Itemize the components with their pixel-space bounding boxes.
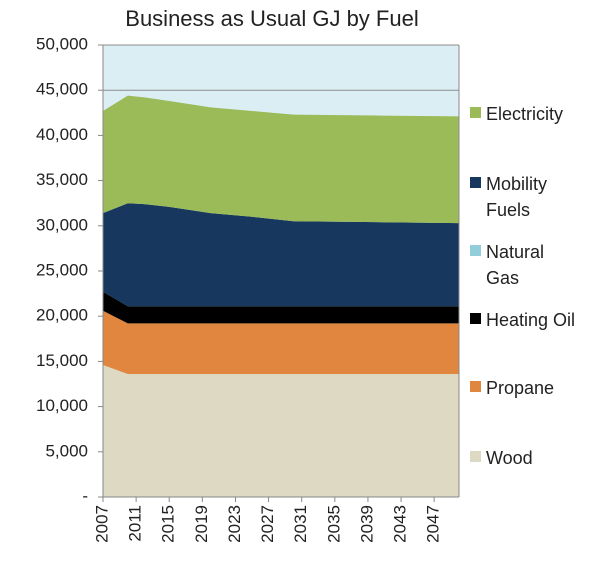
y-tick-label: 15,000 xyxy=(36,351,88,370)
x-tick-label: 2015 xyxy=(159,505,178,543)
y-tick-label: 30,000 xyxy=(36,215,88,234)
legend-swatch xyxy=(470,245,481,256)
x-tick-label: 2031 xyxy=(291,505,310,543)
area xyxy=(103,95,459,224)
x-tick-label: 2011 xyxy=(126,505,145,542)
x-tick-label: 2023 xyxy=(225,505,244,543)
x-tick-label: 2007 xyxy=(92,505,111,543)
legend-swatch xyxy=(470,313,481,324)
y-tick-label: 25,000 xyxy=(36,260,88,279)
x-tick-label: 2019 xyxy=(192,505,211,543)
legend-swatch xyxy=(470,177,481,188)
area xyxy=(103,310,459,375)
y-tick-label: 5,000 xyxy=(45,441,88,460)
y-tick-label: 45,000 xyxy=(36,80,88,99)
y-tick-label: - xyxy=(82,486,88,505)
x-tick-label: 2043 xyxy=(391,505,410,543)
area xyxy=(103,203,459,307)
legend-label: Heating Oil xyxy=(486,310,576,330)
area xyxy=(103,365,459,497)
y-tick-label: 35,000 xyxy=(36,170,88,189)
chart-title: Business as Usual GJ by Fuel xyxy=(125,6,418,31)
legend-label: Electricity xyxy=(486,104,564,124)
legend-label: Mobility Fuels xyxy=(486,174,548,220)
y-tick-label: 50,000 xyxy=(36,34,88,53)
x-tick-label: 2039 xyxy=(357,505,376,543)
y-tick-label: 20,000 xyxy=(36,306,88,325)
x-tick-label: 2027 xyxy=(258,505,277,543)
legend-swatch xyxy=(470,381,481,392)
legend-label: Natural Gas xyxy=(486,242,545,288)
x-tick-label: 2035 xyxy=(324,505,343,543)
legend-label: Wood xyxy=(486,448,533,468)
x-tick-label: 2047 xyxy=(424,505,443,543)
legend-swatch xyxy=(470,107,481,118)
area xyxy=(103,291,459,324)
legend-swatch xyxy=(470,451,481,462)
legend-label: Propane xyxy=(486,378,555,398)
y-tick-label: 10,000 xyxy=(36,396,88,415)
y-tick-label: 40,000 xyxy=(36,125,88,144)
